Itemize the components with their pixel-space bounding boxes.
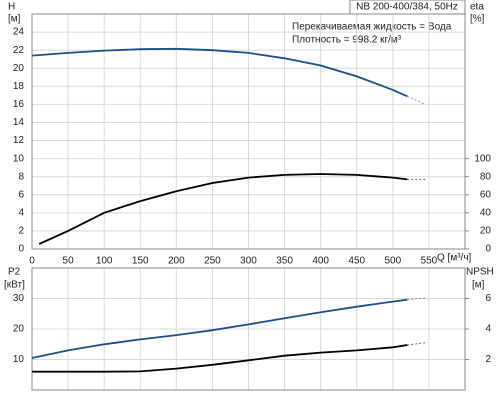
y2-tick-label: 6: [485, 293, 491, 304]
plot-frame: [31, 267, 466, 391]
curve: [32, 344, 408, 373]
y-tick-label: 20: [13, 324, 25, 335]
y-tick-label: 4: [18, 207, 24, 218]
y-tick-label: 0: [18, 244, 24, 255]
y2-tick-label: 2: [485, 354, 491, 365]
y2-tick-label: 60: [480, 189, 492, 200]
chart-title: NB 200-400/384, 50Hz: [356, 2, 458, 13]
y2-label: NPSH: [466, 267, 494, 278]
y2-tick-label: 4: [485, 324, 491, 335]
x-tick-label: 500: [384, 256, 401, 267]
curve: [31, 47, 408, 98]
y2-tick-label: 80: [480, 171, 492, 182]
x-tick-label: 250: [204, 256, 221, 267]
y-tick-label: 18: [13, 81, 25, 92]
y-label: H: [8, 2, 15, 13]
y2-label: [м]: [472, 280, 485, 291]
x-tick-label: 400: [312, 256, 329, 267]
y-label: [м]: [8, 14, 21, 25]
y-tick-label: 12: [13, 135, 25, 146]
y-tick-label: 24: [13, 27, 25, 38]
curve: [407, 342, 426, 346]
y-tick-label: 14: [13, 117, 25, 128]
note: Плотность = 998.2 кг/м³: [292, 35, 402, 46]
curve: [38, 173, 408, 245]
y-tick-label: 16: [13, 99, 25, 110]
y2-tick-label: 100: [474, 153, 491, 164]
y-tick-label: 10: [13, 354, 25, 365]
x-label: Q [м³/ч]: [437, 253, 472, 264]
x-tick-label: 350: [276, 256, 293, 267]
x-tick-label: 50: [63, 256, 75, 267]
x-tick-label: 100: [96, 256, 113, 267]
y2-label: [%]: [470, 14, 485, 25]
y2-tick-label: 0: [485, 244, 491, 255]
y-tick-label: 8: [18, 171, 24, 182]
y-label: [кВт]: [4, 280, 25, 291]
y-tick-label: 20: [13, 63, 25, 74]
x-tick-label: 0: [29, 256, 35, 267]
y-label: P2: [8, 267, 21, 278]
y2-label: eta: [470, 2, 484, 13]
x-tick-label: 150: [132, 256, 149, 267]
curve: [407, 297, 426, 301]
x-tick-label: 450: [348, 256, 365, 267]
y-tick-label: 6: [18, 189, 24, 200]
y-tick-label: 2: [18, 226, 24, 237]
x-tick-label: 550: [421, 256, 438, 267]
curve: [31, 298, 408, 359]
x-tick-label: 200: [168, 256, 185, 267]
plot-frame: [31, 13, 466, 250]
curve: [407, 95, 426, 105]
y-tick-label: 22: [13, 45, 25, 56]
y2-tick-label: 40: [480, 207, 492, 218]
note: Перекачиваемая жидкость = Вода: [292, 22, 452, 33]
y2-tick-label: 20: [480, 226, 492, 237]
x-tick-label: 300: [240, 256, 257, 267]
y-tick-label: 30: [13, 293, 25, 304]
y-tick-label: 10: [13, 153, 25, 164]
